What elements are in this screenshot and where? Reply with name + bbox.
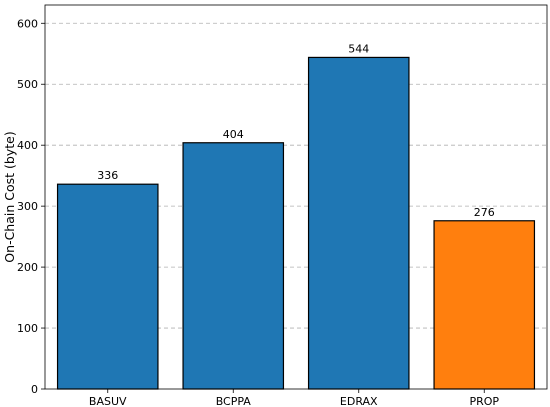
- x-tick-label-edrax: EDRAX: [340, 395, 378, 407]
- y-axis: 0 100 200 300 400 500 600: [17, 17, 45, 396]
- axes-frame: [44, 4, 548, 390]
- y-tick-label: 500: [17, 78, 38, 91]
- y-tick-label: 100: [17, 322, 38, 335]
- bar-bcppa: [182, 142, 285, 390]
- x-tick-label-basuv: BASUV: [89, 395, 127, 407]
- value-label-bcppa: 404: [223, 128, 244, 141]
- bar-prop: [433, 220, 536, 390]
- y-tick-label: 300: [17, 200, 38, 213]
- bar-edrax: [307, 56, 410, 390]
- value-label-prop: 276: [474, 206, 495, 219]
- x-axis: BASUV BCPPA EDRAX PROP: [89, 389, 499, 407]
- x-tick-label-bcppa: BCPPA: [216, 395, 252, 407]
- value-label-edrax: 544: [348, 42, 369, 55]
- value-labels: 336 404 544 276: [97, 42, 495, 218]
- y-tick-label: 600: [17, 17, 38, 30]
- y-axis-title: On-Chain Cost (byte): [2, 131, 17, 262]
- bars: [56, 56, 536, 390]
- bar-basuv: [56, 183, 159, 390]
- x-tick-label-prop: PROP: [469, 395, 499, 407]
- y-tick-label: 0: [31, 383, 38, 396]
- y-tick-label: 200: [17, 261, 38, 274]
- value-label-basuv: 336: [97, 169, 118, 182]
- y-tick-label: 400: [17, 139, 38, 152]
